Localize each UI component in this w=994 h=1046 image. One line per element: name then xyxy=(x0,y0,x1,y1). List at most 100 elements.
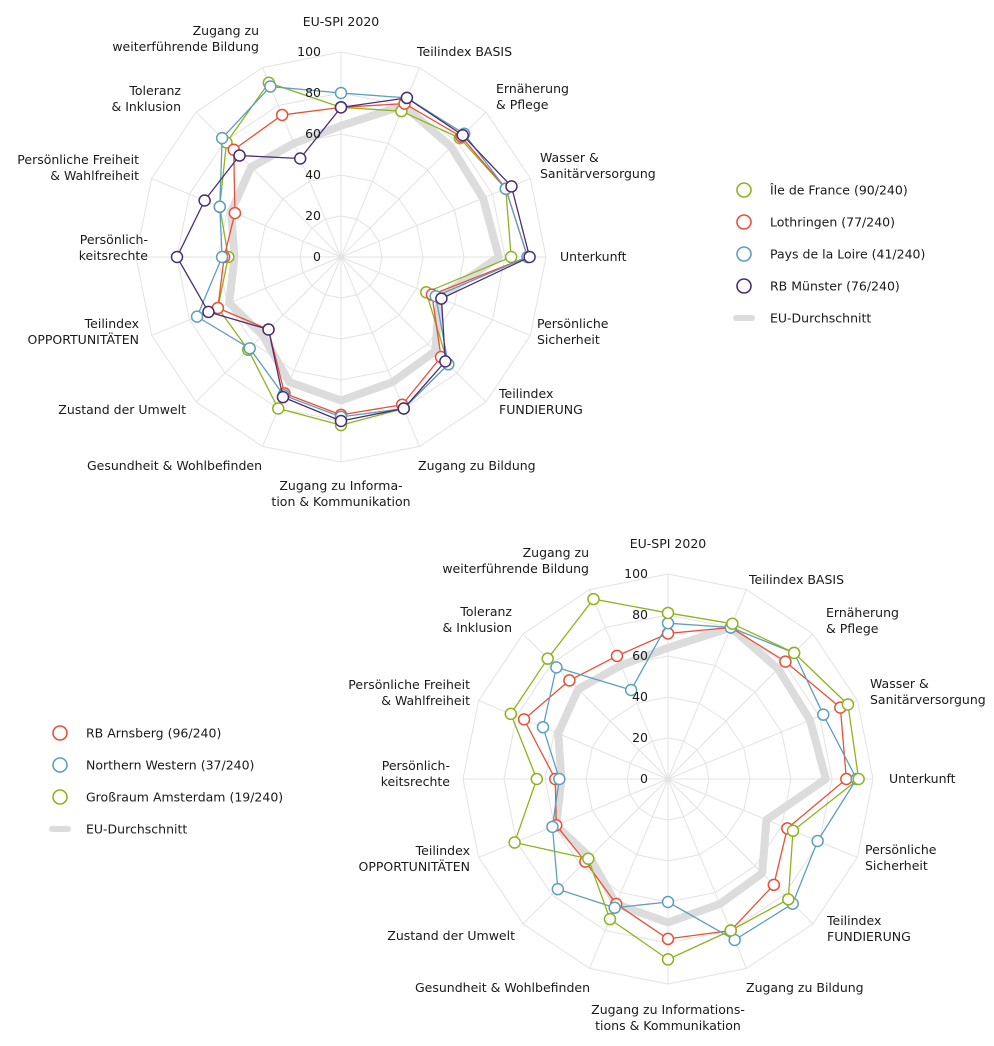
data-point xyxy=(546,820,559,834)
data-point xyxy=(293,152,307,165)
axis-label: Ernäherung & Pflege xyxy=(496,81,569,112)
grid-spoke xyxy=(340,256,487,403)
tick-label: 40 xyxy=(305,167,321,182)
legend-label: EU-Durchschnitt xyxy=(86,822,187,837)
data-point xyxy=(275,108,289,122)
axis-label: Persönlich-keitsrechte xyxy=(381,758,451,789)
legend-label: Lothringen (77/240) xyxy=(770,215,895,230)
data-point xyxy=(782,893,795,906)
axis-label: Toleranz & Inklusion xyxy=(442,604,512,635)
axis-label: Teilindex FUNDIERUNG xyxy=(826,913,911,944)
data-point xyxy=(817,708,830,721)
legend: Île de France (90/240) Lothringen (77/240… xyxy=(733,182,925,326)
legend-swatch xyxy=(736,246,752,262)
data-point xyxy=(202,305,215,319)
axis-label: EU-SPI 2020 xyxy=(303,14,380,29)
axis-label: Teilindex BASIS xyxy=(416,44,512,59)
tick-label: 80 xyxy=(632,607,648,622)
axis-label: Gesundheit & Wohlbefinden xyxy=(87,458,262,473)
data-point xyxy=(661,606,675,620)
axis-label: Teilindex OPPORTUNITÄTEN xyxy=(28,316,139,347)
data-point xyxy=(779,655,792,668)
data-point xyxy=(610,649,624,663)
tick-label: 60 xyxy=(305,126,321,141)
data-point xyxy=(213,200,227,214)
data-point xyxy=(334,414,348,428)
tick-label: 20 xyxy=(305,208,321,223)
data-point xyxy=(841,698,855,711)
axis-label: Zugang zu weiterführende Bildung xyxy=(112,23,259,54)
data-point xyxy=(523,250,536,264)
data-point xyxy=(439,355,452,368)
data-point xyxy=(661,895,675,909)
data-point xyxy=(228,206,242,220)
data-point xyxy=(334,86,348,100)
grid-spoke xyxy=(667,778,858,858)
grid-spoke xyxy=(262,256,342,447)
data-point xyxy=(456,128,470,142)
data-point xyxy=(264,80,277,93)
series-line xyxy=(542,622,858,941)
radar-chart-bottom: 0 20 40 60 80 100 Teilindex BASIS Ernäherung & P… xyxy=(49,536,986,1033)
data-point xyxy=(243,342,256,355)
data-point xyxy=(262,323,275,336)
axis-label: Unterkunft xyxy=(560,249,627,264)
axis-label: Wasser & Sanitärversorgung xyxy=(540,150,656,181)
series-line xyxy=(196,85,529,418)
series-line xyxy=(523,626,847,940)
tick-label: 100 xyxy=(297,44,321,59)
data-point xyxy=(603,912,617,926)
axis-label: Zustand der Umwelt xyxy=(387,928,515,943)
tick-label: 60 xyxy=(632,648,648,663)
axis-label: Persönliche Sicherheit xyxy=(865,842,937,873)
axis-label: Zustand der Umwelt xyxy=(58,402,186,417)
legend-label: EU-Durchschnitt xyxy=(770,311,871,326)
tick-label: 0 xyxy=(640,771,648,786)
axis-label: Teilindex FUNDIERUNG xyxy=(498,386,583,417)
data-point xyxy=(276,390,290,404)
data-point xyxy=(563,674,576,687)
data-point xyxy=(726,617,739,630)
axis-label: Persönliche Freiheit & Wahlfreiheit xyxy=(348,677,470,708)
grid-spoke xyxy=(340,178,531,258)
data-point xyxy=(530,772,544,786)
legend-swatch xyxy=(736,278,752,294)
data-point xyxy=(170,250,184,264)
legend-swatch xyxy=(736,182,752,198)
legend: RB Arnsberg (96/240) Northern Western (37… xyxy=(49,725,283,837)
series-0 xyxy=(211,76,518,432)
legend-label: Großraum Amsterdam (19/240) xyxy=(86,790,283,805)
data-point xyxy=(334,101,348,114)
axis-label: Gesundheit & Wohlbefinden xyxy=(415,980,590,995)
axis-label: Wasser & Sanitärversorgung xyxy=(870,676,986,707)
legend-label: Northern Western (37/240) xyxy=(86,758,254,773)
data-point xyxy=(550,661,563,674)
axis-label: Teilindex BASIS xyxy=(748,572,844,587)
axis-label: Persönliche Freiheit & Wahlfreiheit xyxy=(17,152,139,183)
data-point xyxy=(397,402,411,415)
data-point xyxy=(215,131,229,145)
data-point xyxy=(536,720,550,734)
axis-label: Zugang zu Informations-tions & Kommunika… xyxy=(591,1002,745,1033)
legend-label: RB Arnsberg (96/240) xyxy=(86,726,221,741)
data-point xyxy=(190,310,204,323)
axis-label: Ernäherung & Pflege xyxy=(826,605,899,636)
data-point xyxy=(724,924,738,937)
tick-label: 80 xyxy=(305,85,321,100)
data-point xyxy=(271,402,285,415)
data-point xyxy=(541,652,554,665)
grid-spoke xyxy=(151,178,342,258)
series-2 xyxy=(190,80,534,424)
series-2 xyxy=(504,592,865,966)
data-point xyxy=(233,149,246,162)
data-point xyxy=(852,772,865,786)
axis-label: Unterkunft xyxy=(889,771,956,786)
axis-label: Zugang zu Bildung xyxy=(746,980,864,995)
data-point xyxy=(786,824,800,838)
data-point xyxy=(435,292,448,305)
data-point xyxy=(787,646,801,660)
data-point xyxy=(582,852,595,865)
series-4 xyxy=(225,101,503,405)
data-point xyxy=(551,882,565,896)
axis-label: Zugang zu Informa-tion & Kommunikation xyxy=(271,478,410,509)
